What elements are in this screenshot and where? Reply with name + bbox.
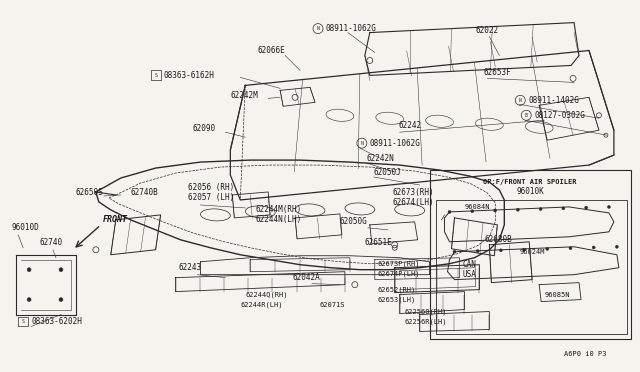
Circle shape bbox=[562, 207, 565, 210]
Text: 62740B: 62740B bbox=[131, 189, 159, 198]
Circle shape bbox=[476, 250, 479, 253]
Text: 62022: 62022 bbox=[476, 26, 499, 35]
Text: 62244Q(RH): 62244Q(RH) bbox=[245, 291, 288, 298]
Text: OP:F/FRONT AIR SPOILER: OP:F/FRONT AIR SPOILER bbox=[483, 179, 577, 185]
Text: N: N bbox=[360, 141, 364, 146]
Text: 62653F: 62653F bbox=[483, 68, 511, 77]
Text: 62651E: 62651E bbox=[365, 238, 392, 247]
Text: 62680B: 62680B bbox=[484, 235, 512, 244]
Text: 62652(RH): 62652(RH) bbox=[378, 286, 416, 293]
Text: 96024M: 96024M bbox=[519, 249, 545, 255]
Bar bbox=[150, 70, 161, 80]
Circle shape bbox=[569, 247, 572, 250]
Circle shape bbox=[471, 210, 474, 213]
Text: 08127-0302G: 08127-0302G bbox=[534, 111, 585, 120]
Text: 62244M(RH): 62244M(RH) bbox=[255, 205, 301, 214]
Text: 62050G: 62050G bbox=[340, 217, 367, 227]
Text: 62740: 62740 bbox=[39, 238, 62, 247]
Text: 62674P(LH): 62674P(LH) bbox=[378, 270, 420, 277]
Text: 622560(RH): 622560(RH) bbox=[404, 308, 447, 315]
Text: S: S bbox=[154, 73, 157, 78]
Circle shape bbox=[493, 209, 497, 212]
Text: 62673(RH): 62673(RH) bbox=[393, 189, 435, 198]
Text: 62056 (RH): 62056 (RH) bbox=[189, 183, 235, 192]
Text: 62242N: 62242N bbox=[367, 154, 395, 163]
Text: 62242: 62242 bbox=[399, 121, 422, 130]
Circle shape bbox=[516, 208, 519, 211]
Circle shape bbox=[499, 249, 502, 252]
Text: B: B bbox=[525, 113, 527, 118]
Text: 62050J: 62050J bbox=[374, 167, 401, 177]
Text: 62244N(LH): 62244N(LH) bbox=[255, 215, 301, 224]
Text: 62650S: 62650S bbox=[76, 189, 104, 198]
Text: 62057 (LH): 62057 (LH) bbox=[189, 193, 235, 202]
Text: 08911-1062G: 08911-1062G bbox=[326, 24, 377, 33]
Circle shape bbox=[27, 268, 31, 272]
Bar bbox=[436, 200, 627, 334]
Text: 62090: 62090 bbox=[193, 124, 216, 133]
Text: 96010K: 96010K bbox=[516, 187, 544, 196]
Circle shape bbox=[27, 298, 31, 302]
Circle shape bbox=[539, 208, 542, 211]
Text: 96085N: 96085N bbox=[544, 292, 570, 298]
Text: 62244R(LH): 62244R(LH) bbox=[240, 301, 283, 308]
Text: 08911-1062G: 08911-1062G bbox=[370, 139, 420, 148]
Text: FRONT: FRONT bbox=[103, 215, 128, 224]
Text: 96084N: 96084N bbox=[465, 204, 490, 210]
Text: 96010D: 96010D bbox=[11, 223, 39, 232]
Text: CAN: CAN bbox=[463, 260, 476, 269]
Text: 62674(LH): 62674(LH) bbox=[393, 198, 435, 208]
Text: 08911-1402G: 08911-1402G bbox=[528, 96, 579, 105]
Circle shape bbox=[59, 268, 63, 272]
Text: 62042A: 62042A bbox=[292, 273, 320, 282]
Circle shape bbox=[607, 205, 611, 208]
Bar bbox=[18, 317, 28, 327]
Circle shape bbox=[585, 206, 588, 209]
Circle shape bbox=[546, 247, 548, 250]
Text: 62242M: 62242M bbox=[230, 91, 258, 100]
Text: 08363-6202H: 08363-6202H bbox=[31, 317, 82, 326]
Text: 62256R(LH): 62256R(LH) bbox=[404, 318, 447, 325]
Text: A6P0 i0 P3: A6P0 i0 P3 bbox=[564, 352, 607, 357]
Text: 62066E: 62066E bbox=[257, 46, 285, 55]
Circle shape bbox=[59, 298, 63, 302]
Circle shape bbox=[448, 211, 451, 214]
Text: 62071S: 62071S bbox=[320, 302, 346, 308]
Text: 62673P(RH): 62673P(RH) bbox=[378, 260, 420, 267]
Bar bbox=[429, 170, 631, 339]
Text: N: N bbox=[317, 26, 319, 31]
Text: N: N bbox=[519, 98, 522, 103]
Text: 08363-6162H: 08363-6162H bbox=[164, 71, 214, 80]
Circle shape bbox=[592, 246, 595, 249]
Circle shape bbox=[453, 250, 456, 253]
Text: S: S bbox=[22, 319, 24, 324]
Circle shape bbox=[616, 245, 618, 248]
Text: 62243: 62243 bbox=[179, 263, 202, 272]
Text: USA: USA bbox=[463, 270, 476, 279]
Text: 62653(LH): 62653(LH) bbox=[378, 296, 416, 303]
Circle shape bbox=[523, 248, 525, 251]
